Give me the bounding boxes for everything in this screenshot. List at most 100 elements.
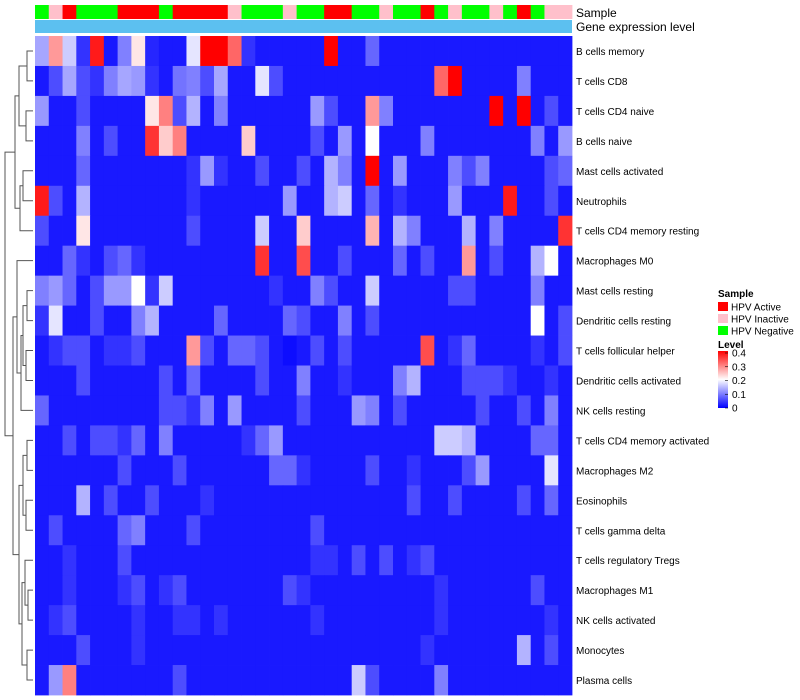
heatmap-cell (351, 185, 366, 217)
dendrogram-branch (24, 559, 33, 606)
heatmap-cell (35, 185, 50, 217)
heatmap-cell (117, 665, 132, 696)
heatmap-cell (117, 275, 132, 306)
heatmap-cell (255, 635, 270, 666)
heatmap-cell (337, 545, 353, 576)
heatmap-cell (255, 365, 270, 396)
heatmap-cell (227, 335, 242, 366)
sample-annotation-cell (241, 5, 256, 19)
heatmap-cell (269, 155, 284, 187)
heatmap-cell (35, 425, 50, 456)
heatmap-cell (461, 485, 477, 516)
dendrogram-branch (22, 170, 33, 202)
heatmap-cell (337, 425, 353, 456)
heatmap-cell (365, 365, 380, 396)
heatmap-cell (172, 275, 187, 306)
heatmap-cell (379, 275, 394, 306)
heatmap-cell (379, 185, 394, 217)
sample-annotation-cell (544, 5, 559, 19)
heatmap-cell (365, 275, 380, 306)
heatmap-cell (530, 515, 545, 546)
heatmap-cell (406, 95, 421, 127)
heatmap-cell (530, 575, 545, 606)
heatmap-cell (530, 485, 545, 516)
heatmap-cell (117, 36, 132, 67)
heatmap-cell (158, 455, 174, 486)
heatmap-cell (117, 95, 132, 127)
heatmap-cell (489, 215, 504, 247)
heatmap-cell (516, 125, 532, 157)
heatmap-cell (241, 605, 256, 636)
heatmap-cell (241, 455, 256, 486)
heatmap-cell (406, 155, 421, 187)
heatmap-cell (282, 635, 298, 666)
heatmap-cell (76, 665, 91, 696)
annotation-label-sample: Sample (576, 6, 617, 20)
heatmap-cell (255, 575, 270, 606)
heatmap-cell (379, 125, 394, 157)
heatmap-cell (489, 575, 504, 606)
heatmap-cell (145, 36, 160, 67)
heatmap-cell (434, 305, 449, 336)
heatmap-cell (379, 305, 394, 336)
heatmap-cell (379, 215, 394, 247)
heatmap-cell (310, 485, 325, 516)
row-label: Neutrophils (576, 197, 627, 208)
heatmap-cell (214, 605, 229, 636)
heatmap-cell (145, 635, 160, 666)
sample-annotation-cell (158, 5, 174, 19)
heatmap-cell (172, 36, 187, 67)
heatmap-cell (90, 245, 105, 277)
heatmap-cell (200, 515, 215, 546)
heatmap-cell (117, 515, 132, 546)
heatmap-cell (76, 575, 91, 606)
row-label: Monocytes (576, 646, 624, 657)
heatmap-cell (131, 305, 146, 336)
heatmap-cell (214, 125, 229, 157)
heatmap-cell (558, 485, 573, 516)
heatmap-cell (448, 515, 463, 546)
sample-annotation-cell (200, 5, 215, 19)
sample-annotation-cell (117, 5, 132, 19)
heatmap-cell (393, 545, 408, 576)
heatmap-cell (200, 455, 215, 486)
heatmap-cell (337, 575, 353, 606)
heatmap-cell (158, 245, 174, 277)
heatmap-cell (351, 215, 366, 247)
heatmap-cell (310, 665, 325, 696)
heatmap-cell (117, 65, 132, 97)
heatmap-cell (310, 605, 325, 636)
heatmap-cell (35, 275, 50, 306)
heatmap-cell (227, 245, 242, 277)
heatmap-cell (544, 635, 559, 666)
heatmap-cell (337, 665, 353, 696)
heatmap-cell (558, 36, 573, 67)
heatmap-cell (269, 605, 284, 636)
heatmap-cell (214, 575, 229, 606)
heatmap-cell (158, 395, 174, 426)
heatmap-cell (337, 155, 353, 187)
dendrogram-branch (26, 50, 33, 82)
heatmap-cell (351, 36, 366, 67)
heatmap-cell (310, 95, 325, 127)
heatmap-cell (475, 125, 490, 157)
row-label: Macrophages M0 (576, 257, 654, 268)
heatmap-cell (117, 155, 132, 187)
heatmap-cell (310, 185, 325, 217)
heatmap-cell (103, 365, 119, 396)
heatmap-cell (489, 485, 504, 516)
heatmap-cell (310, 215, 325, 247)
heatmap-cell (172, 65, 187, 97)
heatmap-cell (489, 155, 504, 187)
heatmap-cell (503, 425, 518, 456)
heatmap-cell (269, 665, 284, 696)
heatmap-cell (434, 95, 449, 127)
heatmap-cell (324, 155, 339, 187)
heatmap-cell (530, 635, 545, 666)
heatmap-cell (103, 665, 119, 696)
heatmap-cell (90, 455, 105, 486)
heatmap-cell (269, 455, 284, 486)
heatmap-cell (489, 125, 504, 157)
heatmap-cell (503, 455, 518, 486)
heatmap-cell (158, 335, 174, 366)
